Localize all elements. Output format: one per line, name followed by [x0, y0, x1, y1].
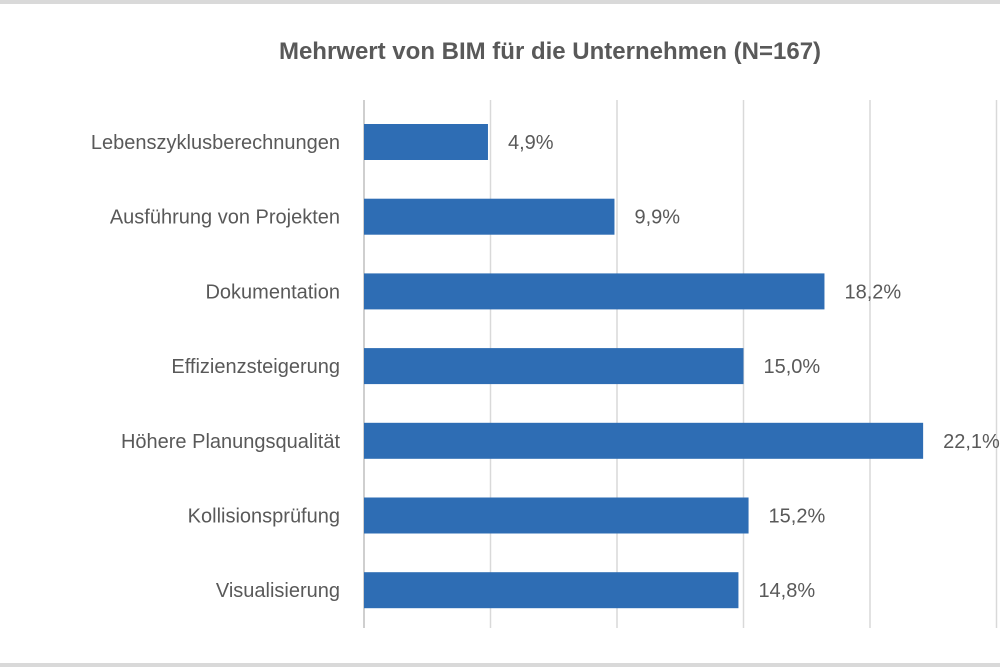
bar — [364, 273, 825, 310]
category-label: Lebenszyklusberechnungen — [91, 132, 340, 154]
category-label: Dokumentation — [205, 281, 340, 303]
category-label: Ausführung von Projekten — [110, 207, 340, 229]
bar — [364, 572, 739, 609]
chart-title: Mehrwert von BIM für die Unternehmen (N=… — [278, 38, 822, 65]
value-label: 9,9% — [634, 207, 680, 229]
bar — [364, 348, 744, 385]
value-label: 15,2% — [769, 506, 826, 528]
value-label: 15,0% — [764, 356, 821, 378]
category-label: Kollisionsprüfung — [188, 506, 340, 528]
bar — [364, 497, 749, 534]
labels: Lebenszyklusberechnungen 4,9% Ausführung v… — [91, 132, 1000, 602]
value-label: 22,1% — [943, 431, 1000, 453]
category-label: Effizienzsteigerung — [171, 356, 340, 378]
bar — [364, 124, 488, 160]
bar — [364, 198, 615, 235]
category-label: Visualisierung — [216, 580, 340, 602]
value-label: 14,8% — [758, 580, 815, 602]
bar — [364, 422, 924, 459]
category-label: Höhere Planungsqualität — [121, 431, 340, 453]
value-label: 4,9% — [508, 132, 554, 154]
value-label: 18,2% — [844, 281, 901, 303]
bars — [364, 124, 924, 609]
